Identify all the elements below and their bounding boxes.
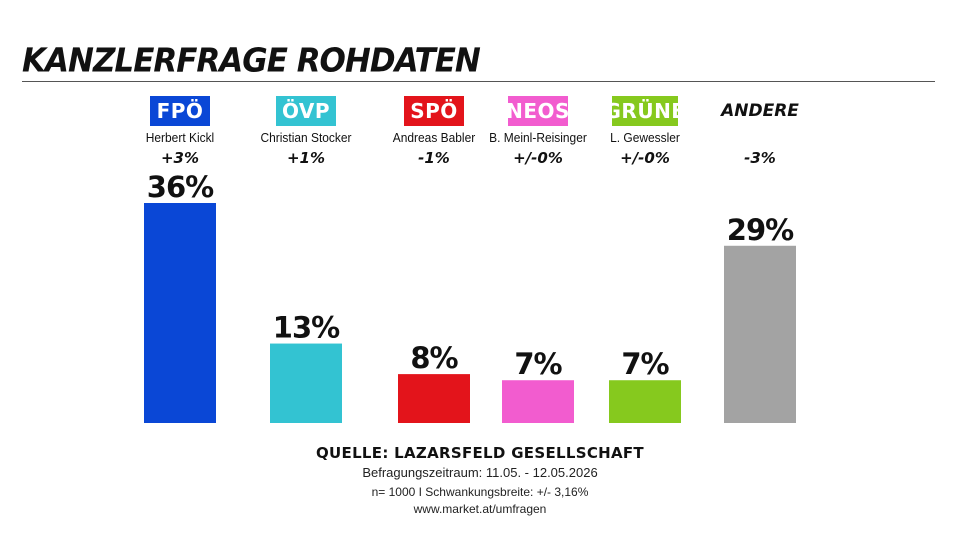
- value-label: 8%: [410, 341, 458, 375]
- change-label: +/-0%: [513, 149, 563, 167]
- change-label: +3%: [160, 149, 200, 167]
- value-label: 7%: [621, 347, 669, 381]
- candidate-name: B. Meinl-Reisinger: [489, 130, 587, 145]
- candidate-name: Herbert Kickl: [145, 130, 215, 145]
- bar-fpö: [144, 203, 216, 423]
- source-line: QUELLE: LAZARSFELD GESELLSCHAFT: [0, 444, 960, 463]
- candidate-name: Andreas Babler: [392, 130, 476, 145]
- chart-title: KANZLERFRAGE ROHDATEN: [22, 42, 481, 80]
- value-label: 29%: [727, 213, 794, 247]
- url-line: www.market.at/umfragen: [0, 500, 960, 518]
- party-label: ANDERE: [721, 101, 799, 121]
- change-label: +1%: [286, 149, 326, 167]
- candidate-name: Christian Stocker: [260, 130, 352, 145]
- sample-line: n= 1000 I Schwankungsbreite: +/- 3,16%: [0, 483, 960, 501]
- sample-info: n= 1000 I Schwankungsbreite: +/- 3,16%: [371, 485, 589, 499]
- title-divider: [22, 81, 935, 82]
- change-label: -1%: [418, 149, 450, 167]
- bar-spö: [398, 374, 470, 423]
- change-label: -3%: [744, 149, 776, 167]
- source-label: QUELLE: LAZARSFELD GESELLSCHAFT: [316, 444, 644, 462]
- candidate-name: L. Gewessler: [610, 130, 680, 145]
- survey-period: Befragungszeitraum: 11.05. - 12.05.2026: [362, 465, 598, 480]
- value-label: 13%: [273, 311, 340, 345]
- bar-övp: [270, 343, 342, 423]
- party-label: ÖVP: [276, 96, 336, 126]
- source-url: www.market.at/umfragen: [413, 502, 547, 516]
- party-label: SPÖ: [404, 96, 464, 126]
- bar-neos: [502, 380, 574, 423]
- value-label: 7%: [514, 347, 562, 381]
- party-label: GRÜNE: [605, 96, 685, 126]
- party-label: FPÖ: [150, 96, 210, 126]
- change-label: +/-0%: [620, 149, 670, 167]
- bar-grüne: [609, 380, 681, 423]
- period-line: Befragungszeitraum: 11.05. - 12.05.2026: [0, 464, 960, 482]
- party-label: NEOS: [506, 96, 569, 126]
- bar-andere: [724, 245, 796, 423]
- value-label: 36%: [147, 170, 214, 204]
